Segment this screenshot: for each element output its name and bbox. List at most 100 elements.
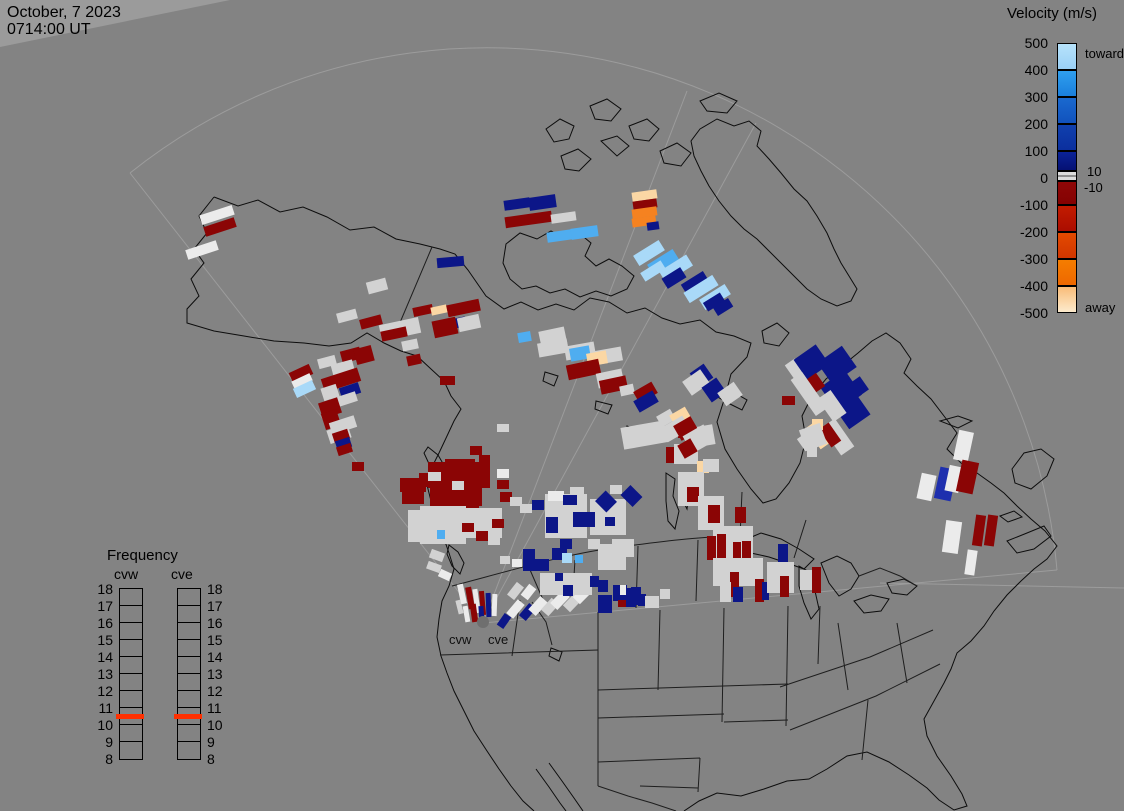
velocity-cell [335,442,354,457]
velocity-cell [292,380,317,398]
velocity-tick-label: -100 [1019,197,1048,213]
velocity-cell [452,481,464,490]
velocity-cell [445,459,475,471]
velocity-tick-label: 300 [1024,89,1048,105]
frequency-tick-label: 18 [207,581,223,597]
velocity-cell [496,612,512,630]
frequency-marker [174,713,202,719]
velocity-cell [523,549,535,571]
velocity-cell [817,345,857,385]
velocity-cell [428,548,446,563]
velocity-cell [412,304,434,317]
velocity-cell [755,579,764,602]
velocity-cell [575,555,583,563]
velocity-cell [620,485,643,507]
frequency-tick-label: 16 [207,615,223,631]
velocity-cell [565,358,602,381]
velocity-cell [633,390,659,413]
velocity-cell [492,519,504,528]
velocity-cell [532,500,544,510]
velocity-colorbar-segment [1057,43,1077,70]
velocity-colorbar-segment [1057,124,1077,151]
velocity-colorbar-segment [1057,286,1077,313]
velocity-cell [406,353,422,367]
velocity-cell [627,588,640,605]
date-label: October, 7 2023 [7,4,121,21]
velocity-cell [437,530,445,539]
velocity-cell [537,338,569,358]
velocity-cell [497,469,509,478]
velocity-cell [680,271,710,295]
frequency-tick-label: 9 [105,734,113,750]
velocity-cell [845,376,869,400]
velocity-cell [437,568,453,582]
frequency-tick-label: 17 [97,598,113,614]
velocity-cell [570,225,599,240]
velocity-cell [818,422,842,448]
coastlines [186,92,1058,811]
velocity-cell [563,495,577,505]
frequency-tick-label: 11 [98,700,113,716]
velocity-cell [703,459,719,472]
velocity-cell [661,267,687,289]
velocity-cell [983,514,999,547]
velocity-cell [807,439,817,457]
velocity-cell [683,274,719,304]
frequency-col-cvw: cvw [114,566,139,582]
frequency-marker [116,713,144,719]
velocity-cell [555,573,563,581]
velocity-tick-label: -400 [1019,278,1048,294]
velocity-cell [631,206,658,219]
velocity-tick-label: 200 [1024,116,1048,132]
velocity-cell [631,189,658,202]
velocity-cell [835,394,871,430]
frequency-tick-label: 14 [207,649,223,665]
frequency-tick-label: 13 [97,666,113,682]
map-radar-label-cvw: cvw [449,632,472,647]
velocity-cell [550,211,577,224]
velocity-tick-label: 100 [1024,143,1048,159]
velocity-cell [610,485,622,494]
frequency-tick-label: 17 [207,598,223,614]
velocity-cell [793,344,830,380]
velocity-cell [504,210,553,229]
frequency-tick-label: 15 [97,632,113,648]
velocity-cell [660,589,670,599]
velocity-cell [408,510,421,542]
velocity-cell [735,507,746,523]
velocity-tick-label: -500 [1019,305,1048,321]
frequency-tick-label: 14 [97,649,113,665]
frequency-col-cve: cve [171,566,193,582]
velocity-cell [817,389,847,423]
velocity-cell [563,585,573,596]
velocity-cell [687,487,699,502]
velocity-cell [199,204,235,226]
velocity-cell [430,488,482,506]
velocity-cell [598,580,608,592]
velocity-cell [560,539,572,549]
velocity-cell [520,504,532,513]
velocity-cell [619,383,635,397]
velocity-colorbar-segment [1057,259,1077,286]
velocity-tick-label: -200 [1019,224,1048,240]
velocity-cell [470,446,482,455]
velocity-cell [717,534,726,558]
velocity-cell [595,490,617,513]
map-radar-label-cve: cve [488,632,509,647]
velocity-cell [500,556,510,564]
velocity-cell [742,541,751,567]
velocity-cell [517,330,532,344]
velocity-cell [546,229,573,243]
radar-site-dot [477,616,489,628]
velocity-cell [488,536,500,545]
velocity-cell [618,600,626,607]
frequency-tick-label: 16 [97,615,113,631]
velocity-colorbar-segment [1057,97,1077,124]
velocity-cell [497,424,509,432]
velocity-cell [288,363,314,384]
toward-label: toward [1085,46,1124,61]
velocity-cell [546,517,558,533]
velocity-cell [500,492,512,502]
velocity-cell [720,582,731,602]
velocity-tick-label: 500 [1024,35,1048,51]
